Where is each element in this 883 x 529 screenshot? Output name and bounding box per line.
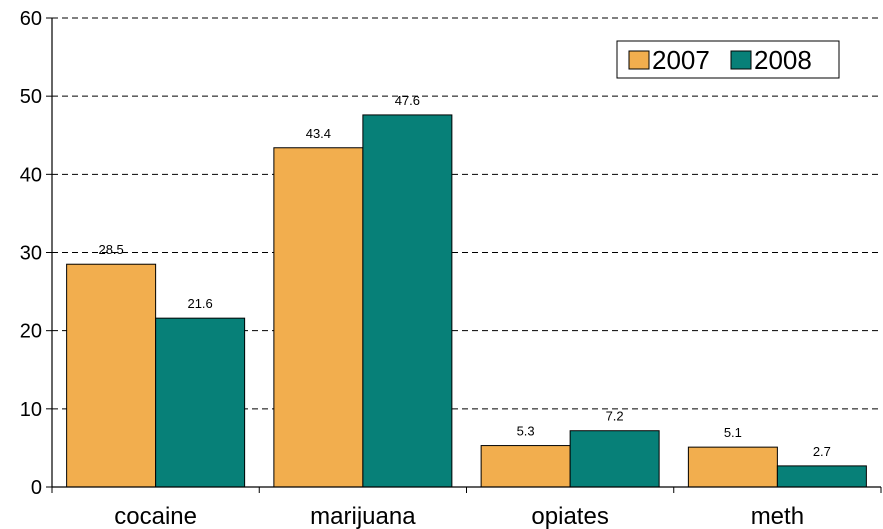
bar-meth-2008 — [776, 465, 867, 488]
bar-meth-2007 — [687, 446, 778, 488]
bar-opiates-2008 — [569, 430, 660, 488]
legend-label-2008: 2008 — [754, 45, 812, 75]
y-tick-label-40: 40 — [20, 164, 42, 186]
data-label-cocaine-2008: 21.6 — [187, 296, 212, 311]
legend-label-2007: 2007 — [652, 45, 710, 75]
bar-marijuana-2008 — [362, 114, 453, 488]
y-axis-ticks: 0 10 20 30 40 50 60 — [20, 8, 52, 499]
category-label-marijuana: marijuana — [310, 503, 416, 529]
bars — [66, 114, 867, 488]
data-label-opiates-2007: 5.3 — [517, 424, 535, 439]
category-label-cocaine: cocaine — [114, 503, 197, 529]
category-label-meth: meth — [751, 503, 804, 529]
y-tick-label-10: 10 — [20, 399, 42, 421]
axes — [51, 18, 882, 493]
bar-cocaine-2007 — [66, 263, 157, 488]
data-label-cocaine-2007: 28.5 — [98, 242, 123, 257]
y-tick-label-60: 60 — [20, 8, 42, 30]
data-label-marijuana-2007: 43.4 — [306, 126, 331, 141]
data-label-marijuana-2008: 47.6 — [395, 93, 420, 108]
legend-swatch-2008 — [730, 50, 752, 70]
legend-swatch-2007 — [628, 50, 650, 70]
x-axis-categories: cocaine marijuana opiates meth — [114, 503, 804, 529]
y-tick-label-30: 30 — [20, 243, 42, 265]
y-tick-label-50: 50 — [20, 86, 42, 108]
gridlines — [52, 17, 881, 410]
legend-box — [616, 40, 840, 79]
bar-opiates-2007 — [480, 445, 571, 488]
legend: 2007 2008 — [616, 40, 840, 79]
y-tick-label-20: 20 — [20, 321, 42, 343]
data-label-opiates-2008: 7.2 — [606, 409, 624, 424]
data-labels: 28.5 21.6 43.4 47.6 5.3 7.2 5.1 2.7 — [98, 93, 830, 459]
data-label-meth-2008: 2.7 — [813, 444, 831, 459]
category-label-opiates: opiates — [531, 503, 608, 529]
bar-marijuana-2007 — [273, 147, 364, 488]
data-label-meth-2007: 5.1 — [724, 425, 742, 440]
y-tick-label-0: 0 — [31, 477, 42, 499]
bar-cocaine-2008 — [155, 317, 246, 488]
